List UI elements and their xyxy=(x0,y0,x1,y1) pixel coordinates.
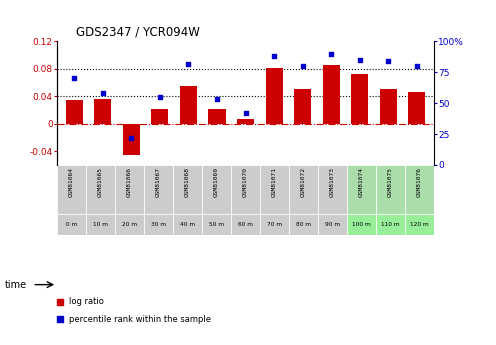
Point xyxy=(384,58,392,64)
Point xyxy=(356,57,364,63)
Bar xyxy=(202,214,231,235)
Text: time: time xyxy=(5,280,27,289)
Text: percentile rank within the sample: percentile rank within the sample xyxy=(69,315,211,324)
Text: GSM81069: GSM81069 xyxy=(214,167,219,197)
Point xyxy=(56,299,63,305)
Text: 110 m: 110 m xyxy=(381,222,400,227)
Text: GSM81067: GSM81067 xyxy=(156,167,161,197)
Bar xyxy=(265,68,283,124)
Bar xyxy=(289,165,318,214)
Bar xyxy=(231,165,260,214)
Point xyxy=(99,90,107,96)
Text: GSM81074: GSM81074 xyxy=(359,167,364,197)
Text: GSM81064: GSM81064 xyxy=(69,167,74,197)
Bar xyxy=(144,214,173,235)
Text: GSM81070: GSM81070 xyxy=(243,167,248,197)
Point xyxy=(327,51,335,57)
Bar xyxy=(318,214,347,235)
Text: GSM81073: GSM81073 xyxy=(330,167,335,197)
Bar xyxy=(289,214,318,235)
Bar xyxy=(173,214,202,235)
Bar xyxy=(86,165,115,214)
Point xyxy=(56,316,63,322)
Text: 20 m: 20 m xyxy=(122,222,137,227)
Point xyxy=(185,61,192,66)
Text: GSM81068: GSM81068 xyxy=(185,167,190,197)
Point xyxy=(299,63,307,69)
Text: 90 m: 90 m xyxy=(325,222,340,227)
Bar xyxy=(123,124,140,155)
Text: log ratio: log ratio xyxy=(69,297,104,306)
Bar xyxy=(180,86,197,124)
Bar xyxy=(376,214,405,235)
Point xyxy=(127,135,135,140)
Bar xyxy=(173,165,202,214)
Bar xyxy=(294,89,311,124)
Bar xyxy=(231,214,260,235)
Point xyxy=(242,110,249,116)
Text: 120 m: 120 m xyxy=(410,222,429,227)
Point xyxy=(213,97,221,102)
Bar xyxy=(86,214,115,235)
Text: GDS2347 / YCR094W: GDS2347 / YCR094W xyxy=(76,26,200,39)
Text: GSM81066: GSM81066 xyxy=(127,167,132,197)
Bar xyxy=(115,214,144,235)
Bar xyxy=(405,214,434,235)
Bar xyxy=(65,100,83,124)
Text: 50 m: 50 m xyxy=(209,222,224,227)
Text: 30 m: 30 m xyxy=(151,222,166,227)
Bar xyxy=(408,92,426,124)
Bar xyxy=(322,65,340,124)
Bar xyxy=(151,109,169,124)
Bar xyxy=(115,165,144,214)
Bar xyxy=(202,165,231,214)
Bar xyxy=(208,109,226,124)
Bar xyxy=(347,165,376,214)
Bar xyxy=(405,165,434,214)
Text: 10 m: 10 m xyxy=(93,222,108,227)
Text: 70 m: 70 m xyxy=(267,222,282,227)
Point xyxy=(70,76,78,81)
Bar xyxy=(380,89,397,124)
Bar xyxy=(57,165,86,214)
Bar xyxy=(144,165,173,214)
Bar xyxy=(376,165,405,214)
Text: 100 m: 100 m xyxy=(352,222,371,227)
Text: GSM81072: GSM81072 xyxy=(301,167,306,197)
Bar xyxy=(94,99,111,124)
Bar xyxy=(347,214,376,235)
Text: GSM81065: GSM81065 xyxy=(98,167,103,197)
Point xyxy=(156,94,164,100)
Text: GSM81075: GSM81075 xyxy=(388,167,393,197)
Point xyxy=(413,63,421,69)
Text: 0 m: 0 m xyxy=(66,222,77,227)
Bar xyxy=(57,214,86,235)
Bar xyxy=(318,165,347,214)
Text: 80 m: 80 m xyxy=(296,222,311,227)
Bar xyxy=(260,165,289,214)
Point xyxy=(270,53,278,59)
Bar xyxy=(260,214,289,235)
Text: GSM81076: GSM81076 xyxy=(417,167,422,197)
Bar xyxy=(351,74,369,124)
Bar xyxy=(237,119,254,124)
Text: GSM81071: GSM81071 xyxy=(272,167,277,197)
Text: 40 m: 40 m xyxy=(180,222,195,227)
Text: 60 m: 60 m xyxy=(238,222,253,227)
